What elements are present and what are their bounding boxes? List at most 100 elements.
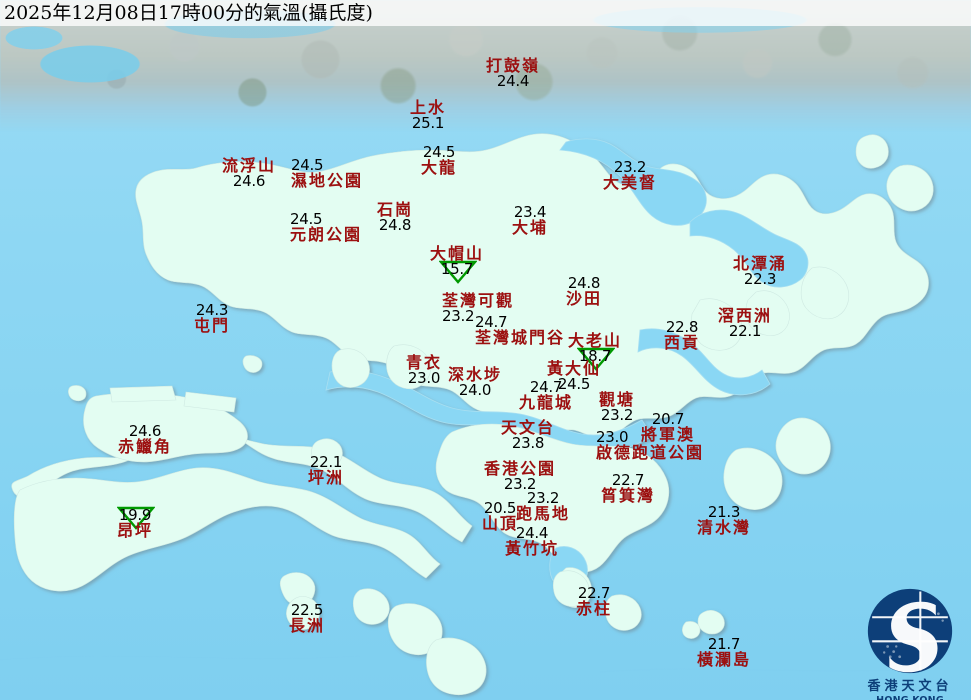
station-temperature: 23.4 (513, 203, 547, 221)
station-label: 青衣 23.0 (406, 355, 442, 386)
station-temperature: 24.5 (291, 156, 324, 174)
station-label: 22.1 坪洲 (308, 455, 344, 486)
station-label: 石崗 24.8 (377, 202, 413, 233)
station-name: 滘西洲 (717, 306, 773, 325)
station-label: 香港公園 23.2 (484, 461, 556, 492)
station-temperature: 21.3 (707, 503, 741, 521)
station-name: 石崗 (376, 200, 414, 219)
station-name: 山頂 (481, 514, 519, 533)
station-label: 上水 25.1 (410, 100, 446, 131)
station-label: 荃灣可觀 23.2 (442, 293, 514, 324)
station-name: 濕地公園 (291, 171, 364, 190)
station-label: 24.5 濕地公園 (291, 158, 363, 189)
station-name: 大龍 (420, 158, 458, 177)
station-name: 九龍城 (518, 393, 574, 412)
station-temperature: 21.7 (707, 635, 741, 653)
station-temperature: 23.0 (407, 369, 441, 387)
station-temperature: 24.7 (475, 313, 508, 331)
station-label: 22.7 筲箕灣 (601, 473, 655, 504)
station-label: 20.7 將軍澳 (641, 412, 695, 443)
station-label: 24.3 屯門 (194, 303, 230, 334)
station-label: 24.5 元朗公園 (290, 212, 362, 243)
station-temperature: 20.7 (651, 410, 685, 428)
station-label: 23.4 大埔 (512, 205, 548, 236)
station-temperature: 24.6 (128, 422, 162, 440)
station-temperature: 22.7 (577, 584, 611, 602)
station-name: 荃灣可觀 (442, 291, 515, 310)
title-bar (0, 0, 971, 26)
station-name: 西貢 (663, 333, 701, 352)
hko-logo-name-cn: 香港天文台 (867, 679, 953, 694)
station-name: 將軍澳 (640, 425, 696, 444)
station-temperature: 24.5 (557, 375, 591, 393)
station-temperature: 23.2 (600, 406, 634, 424)
station-name: 清水灣 (696, 518, 752, 537)
station-temperature: 22.3 (743, 270, 777, 288)
station-temperature: 24.3 (195, 301, 229, 319)
station-temperature: 24.4 (515, 524, 549, 542)
station-temperature: 22.1 (728, 322, 762, 340)
station-name: 長洲 (288, 616, 326, 635)
station-temperature: 24.8 (378, 216, 412, 234)
high-altitude-station-marker-icon (576, 347, 616, 375)
station-label: 打鼓嶺 24.4 (486, 58, 540, 89)
station-label: 24.6 赤鱲角 (118, 424, 172, 455)
station-temperature: 23.8 (511, 434, 545, 452)
station-label: 24.4 黃竹坑 (505, 526, 559, 557)
station-name: 打鼓嶺 (485, 56, 541, 75)
station-temperature: 20.5 (483, 499, 517, 517)
station-label: 24.7 荃灣城門谷 (475, 315, 565, 346)
station-label: 23.0 啟德跑道公園 (596, 430, 704, 461)
station-name: 觀塘 (598, 390, 636, 409)
station-name: 上水 (409, 98, 447, 117)
station-temperature: 18.7 (578, 347, 612, 365)
station-label: 19.9 昂坪 (117, 508, 153, 539)
station-name: 昂坪 (116, 521, 154, 540)
station-name: 屯門 (193, 316, 231, 335)
station-temperature: 19.9 (118, 506, 152, 524)
station-label: 大帽山 15.7 (430, 246, 484, 277)
station-name: 赤鱲角 (117, 437, 173, 456)
high-altitude-station-marker-icon (116, 506, 156, 534)
station-label: 24.7 九龍城 (519, 380, 573, 411)
station-label: 22.7 赤柱 (576, 586, 612, 617)
station-temperature: 22.1 (309, 453, 343, 471)
station-name: 深水埗 (447, 365, 503, 384)
station-label: 天文台 23.8 (501, 420, 555, 451)
station-label: 23.2 大美督 (603, 160, 657, 191)
station-label: 23.2 跑馬地 (516, 491, 570, 522)
page-title: 2025年12月08日17時00分的氣溫(攝氏度) (4, 2, 373, 24)
station-label: 觀塘 23.2 (599, 392, 635, 423)
station-name: 跑馬地 (515, 504, 571, 523)
station-temperature: 24.7 (529, 378, 563, 396)
station-label: 20.5 山頂 (482, 501, 518, 532)
station-name: 天文台 (500, 418, 556, 437)
station-label: 北潭涌 22.3 (733, 256, 787, 287)
station-name: 橫瀾島 (696, 650, 752, 669)
station-name: 坪洲 (307, 468, 345, 487)
station-name: 香港公園 (483, 459, 557, 478)
station-temperature: 22.5 (290, 601, 324, 619)
station-name: 荃灣城門谷 (475, 328, 566, 347)
station-label: 黃大仙 24.5 (547, 361, 601, 392)
station-label: 21.7 橫瀾島 (697, 637, 751, 668)
station-name: 啟德跑道公園 (596, 443, 705, 462)
station-name: 流浮山 (221, 156, 277, 175)
station-name: 大帽山 (429, 244, 485, 263)
station-temperature: 24.6 (232, 172, 266, 190)
station-name: 黃大仙 (546, 359, 602, 378)
station-label: 22.5 長洲 (289, 603, 325, 634)
station-label: 大老山 18.7 (568, 333, 622, 364)
station-name: 筲箕灣 (600, 486, 656, 505)
hko-logo: 香港天文台 HONG KONG OBSERVATORY (851, 588, 969, 700)
station-label: 24.8 沙田 (566, 276, 602, 307)
station-temperature: 24.8 (567, 274, 601, 292)
station-temperature: 23.2 (503, 475, 537, 493)
station-temperature: 22.7 (611, 471, 645, 489)
station-temperature: 23.2 (613, 158, 647, 176)
station-label: 深水埗 24.0 (448, 367, 502, 398)
station-temperature: 25.1 (411, 114, 445, 132)
station-label: 21.3 清水灣 (697, 505, 751, 536)
hko-logo-icon (867, 588, 953, 674)
